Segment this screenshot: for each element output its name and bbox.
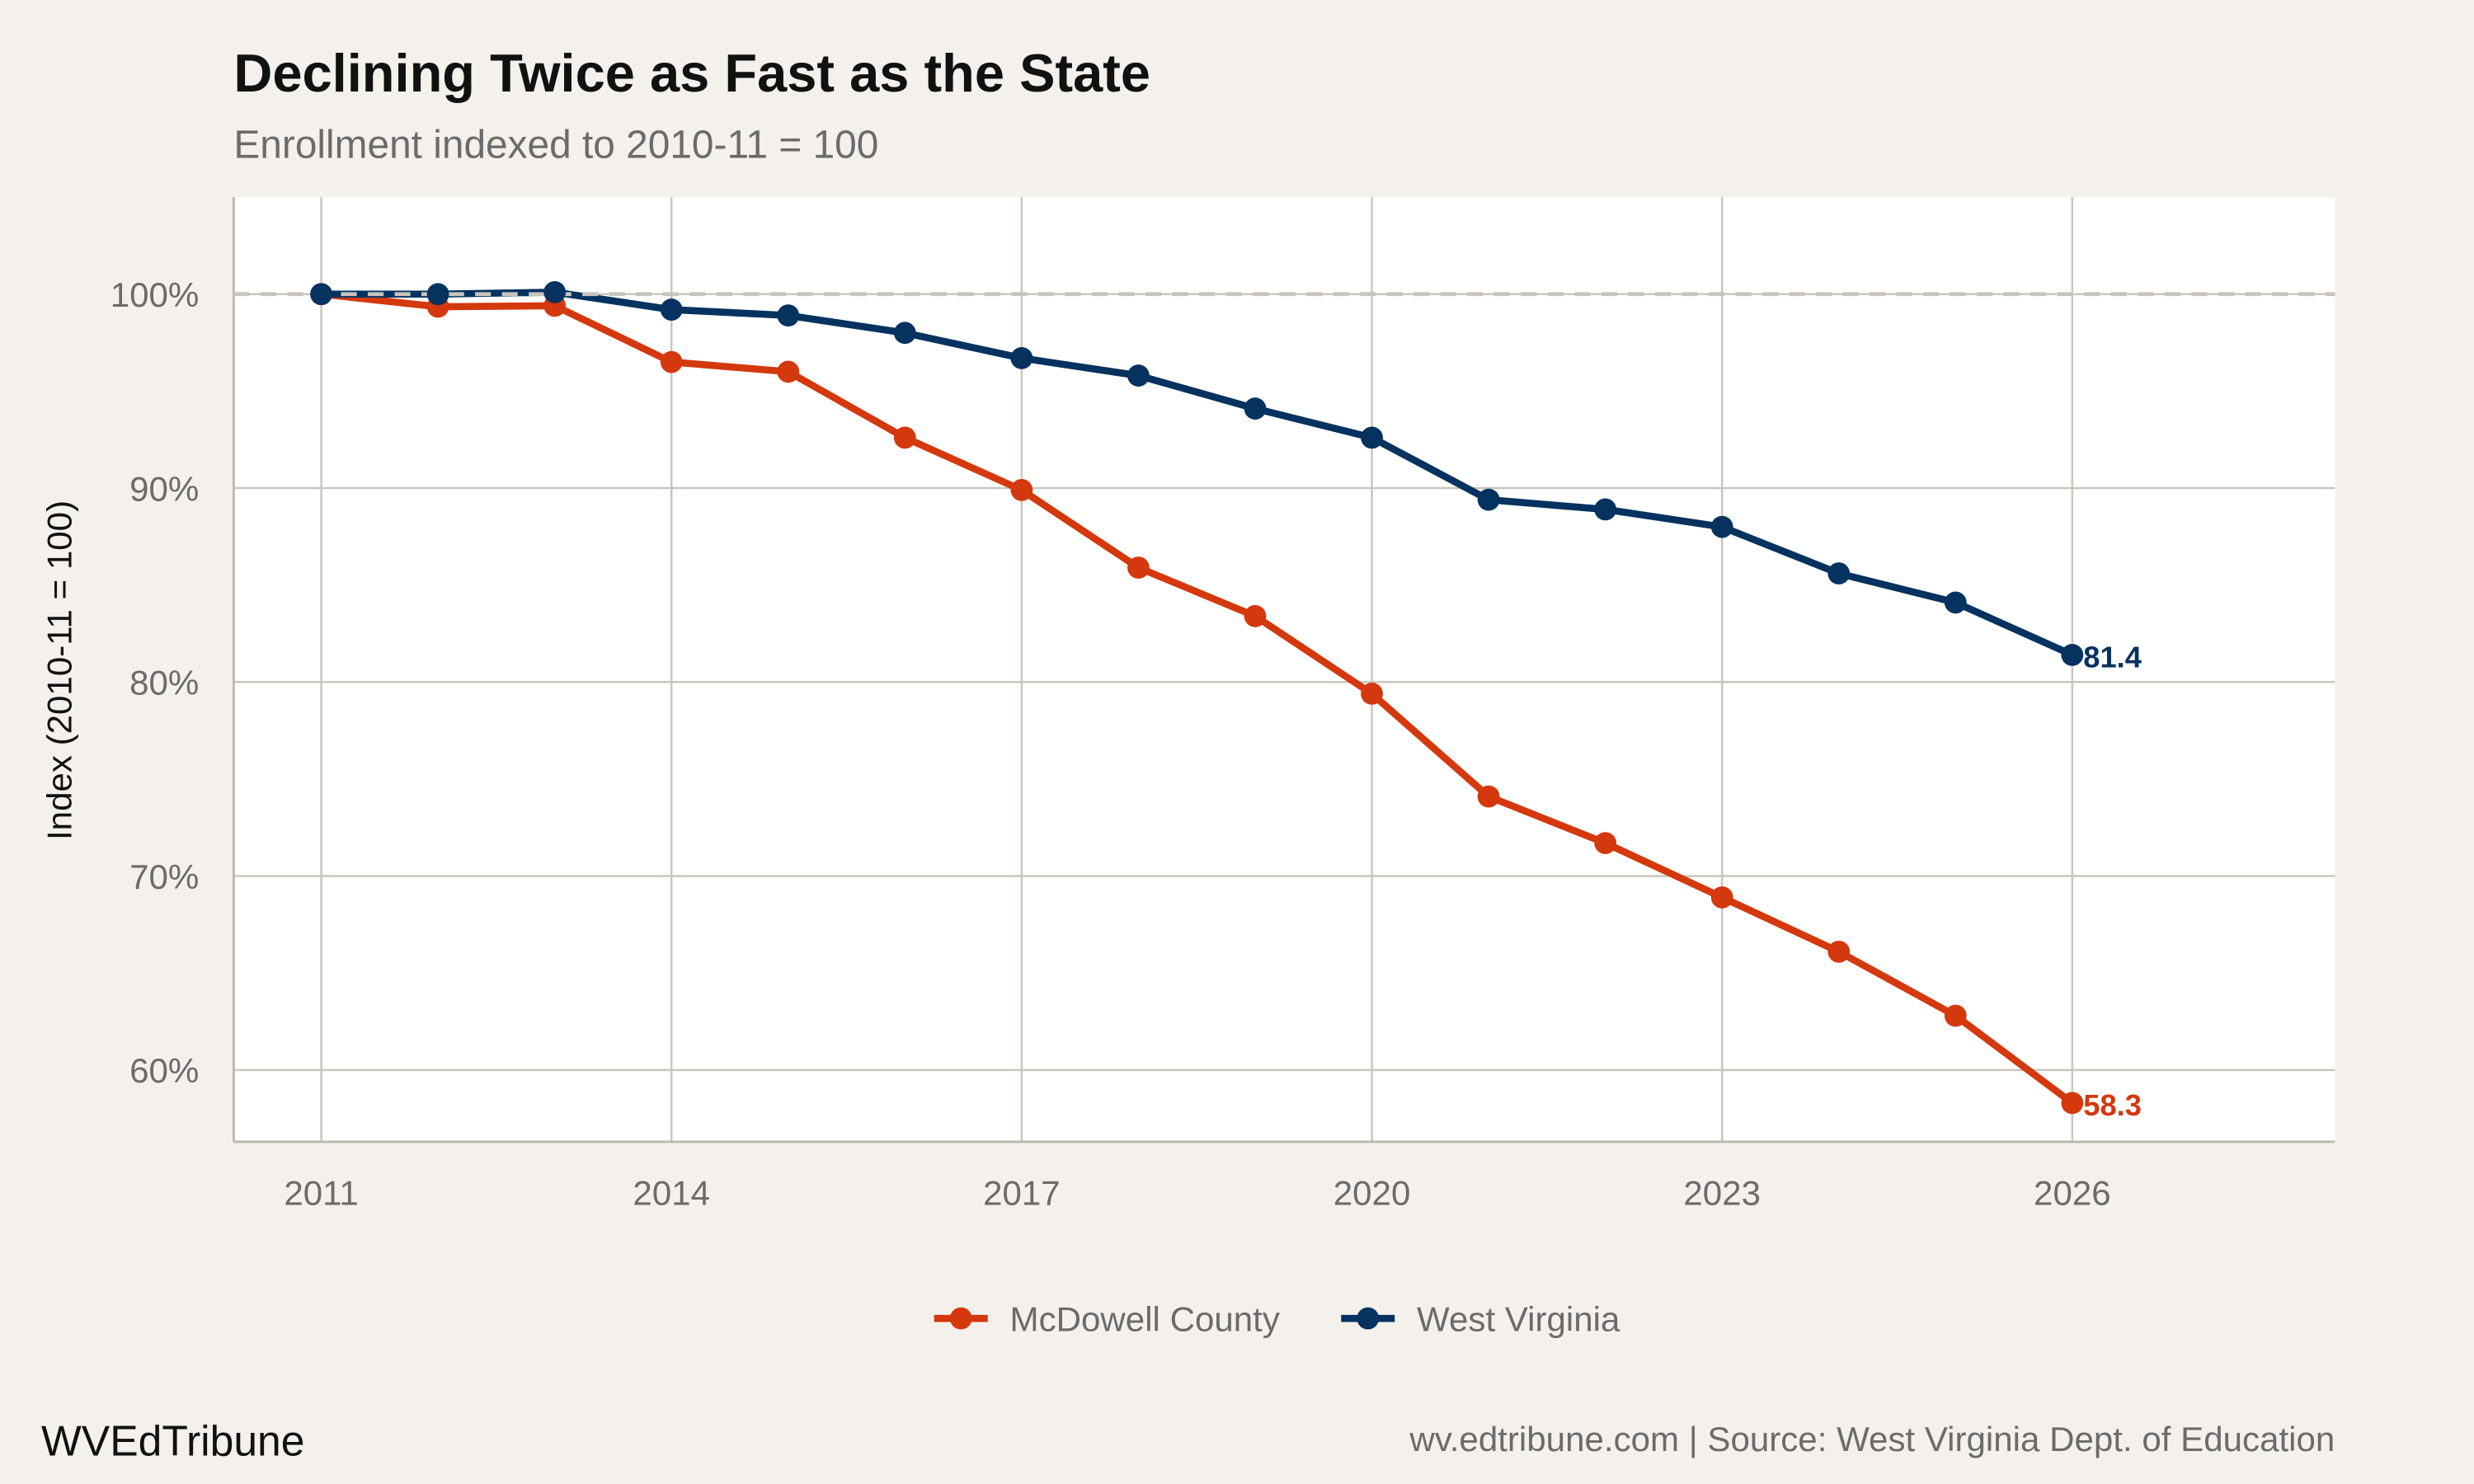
- end-label: 58.3: [2083, 1088, 2142, 1122]
- x-tick-label: 2026: [2034, 1173, 2111, 1212]
- y-tick-label: 60%: [129, 1051, 199, 1090]
- data-point: [1827, 940, 1851, 963]
- x-tick-label: 2020: [1333, 1173, 1411, 1212]
- y-tick-label: 100%: [111, 275, 200, 314]
- y-tick-label: 90%: [129, 469, 199, 508]
- data-point: [1361, 683, 1383, 705]
- data-point: [1827, 562, 1851, 585]
- chart-subtitle: Enrollment indexed to 2010-11 = 100: [233, 123, 878, 167]
- x-tick-label: 2011: [284, 1173, 358, 1212]
- data-point: [1594, 498, 1617, 521]
- data-point: [1010, 478, 1033, 501]
- data-point: [1361, 426, 1383, 449]
- data-point: [1710, 515, 1733, 538]
- chart-title: Declining Twice as Fast as the State: [233, 43, 1150, 103]
- data-point: [543, 281, 567, 303]
- data-point: [1944, 1004, 1967, 1027]
- end-label: 81.4: [2083, 641, 2142, 674]
- legend-key-point: [949, 1307, 972, 1330]
- y-tick-label: 80%: [129, 664, 199, 702]
- data-point: [660, 298, 683, 321]
- data-point: [1477, 785, 1500, 808]
- series: 58.3 81.4: [233, 281, 2335, 1122]
- data-point: [660, 350, 683, 373]
- data-point: [893, 426, 916, 449]
- legend-label: West Virginia: [1417, 1299, 1620, 1338]
- data-point: [1594, 832, 1617, 854]
- data-point: [893, 322, 916, 345]
- legend-key-point: [1357, 1307, 1380, 1330]
- tick-labels: 60% 70% 80% 90% 100% 2011 2014 2017 2020 2023 2026: [111, 275, 2111, 1212]
- footer-source: wv.edtribune.com | Source: West Virginia…: [1409, 1420, 2335, 1458]
- data-point: [426, 283, 449, 306]
- data-point: [1477, 488, 1500, 511]
- series-line-west-virginia: [321, 289, 2074, 659]
- legend-label: McDowell County: [1010, 1299, 1280, 1338]
- legend: McDowell County West Virginia: [934, 1299, 1620, 1338]
- plot-area: [233, 197, 2335, 1142]
- data-point: [1010, 346, 1033, 369]
- data-point: [2061, 1092, 2084, 1115]
- x-tick-label: 2023: [1683, 1173, 1761, 1212]
- data-point: [310, 283, 332, 306]
- data-point: [1127, 556, 1150, 579]
- data-point: [1944, 591, 1967, 614]
- y-axis-label: Index (2010-11 = 100): [40, 500, 78, 840]
- x-tick-label: 2014: [633, 1173, 710, 1212]
- data-point: [1244, 604, 1267, 627]
- data-point: [777, 360, 800, 383]
- data-point: [1127, 364, 1150, 387]
- series-line-mcdowell-county: [321, 290, 2075, 1106]
- x-tick-label: 2017: [983, 1173, 1061, 1212]
- data-point: [777, 304, 800, 327]
- footer-brand: WVEdTribune: [41, 1417, 304, 1465]
- data-point: [1710, 886, 1733, 909]
- y-tick-label: 70%: [129, 857, 199, 896]
- data-point: [2061, 643, 2084, 666]
- data-point: [1244, 397, 1267, 420]
